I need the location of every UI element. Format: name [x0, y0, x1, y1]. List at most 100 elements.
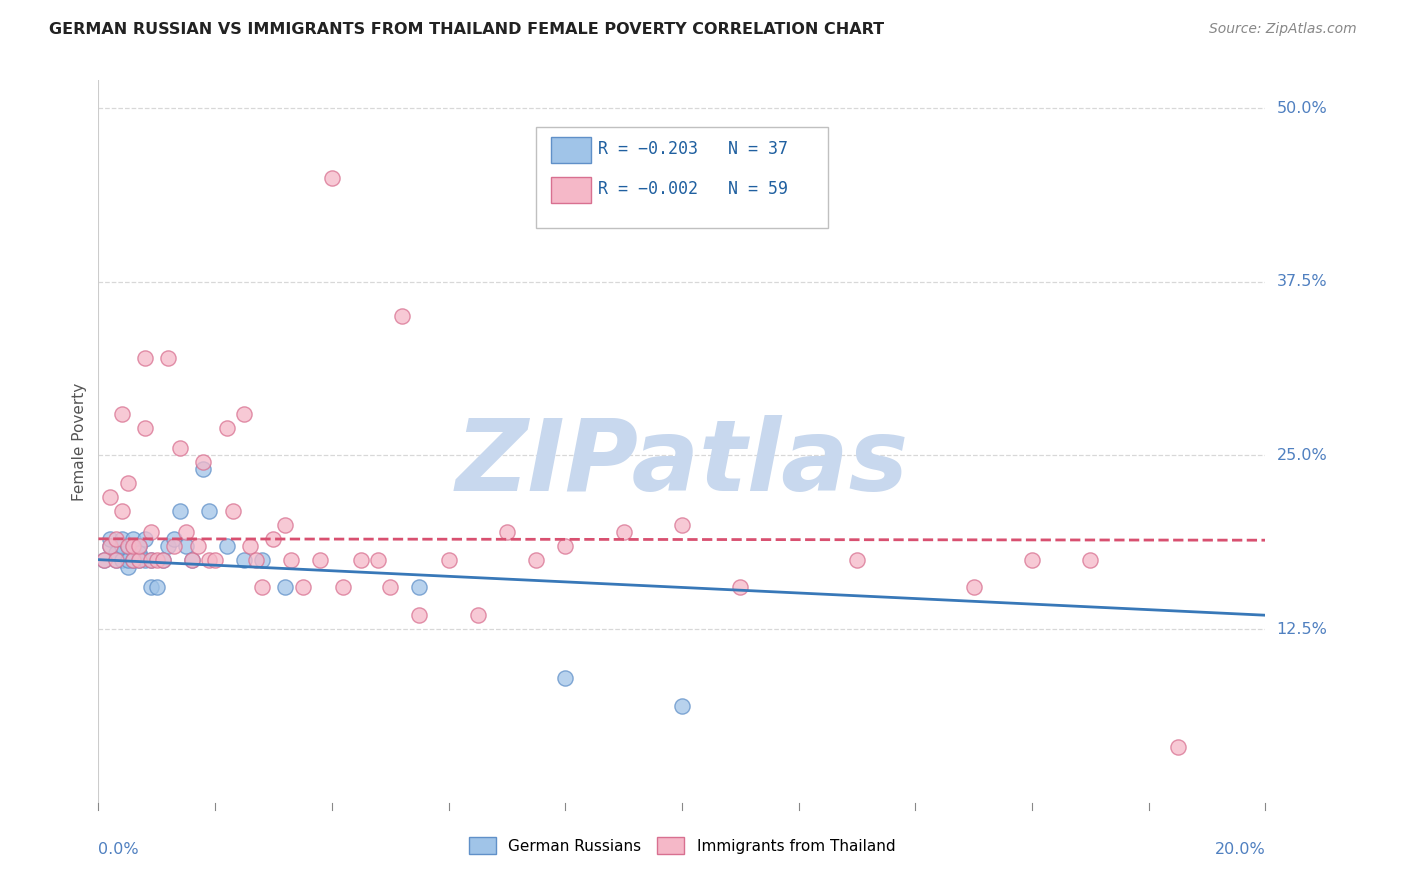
Point: [274, 517, 297, 532]
Point: [180, 552, 202, 566]
Point: [193, 462, 215, 476]
Point: [111, 407, 134, 421]
Point: [139, 524, 162, 539]
FancyBboxPatch shape: [536, 128, 828, 228]
Point: [193, 455, 215, 469]
Point: [139, 581, 162, 595]
Point: [117, 476, 139, 491]
Point: [98, 532, 121, 546]
Point: [174, 524, 197, 539]
Point: [122, 539, 145, 553]
Text: GERMAN RUSSIAN VS IMMIGRANTS FROM THAILAND FEMALE POVERTY CORRELATION CHART: GERMAN RUSSIAN VS IMMIGRANTS FROM THAILA…: [49, 22, 884, 37]
Point: [111, 539, 134, 553]
Point: [391, 310, 413, 324]
Point: [146, 581, 169, 595]
Legend: German Russians, Immigrants from Thailand: German Russians, Immigrants from Thailan…: [463, 831, 901, 860]
Point: [111, 552, 134, 566]
Point: [122, 532, 145, 546]
Point: [612, 524, 634, 539]
FancyBboxPatch shape: [551, 178, 591, 203]
Point: [1021, 552, 1043, 566]
Point: [111, 532, 134, 546]
Point: [671, 517, 693, 532]
Point: [104, 532, 127, 546]
Point: [1080, 552, 1102, 566]
Point: [169, 504, 191, 518]
Text: 37.5%: 37.5%: [1277, 274, 1327, 289]
Point: [962, 581, 984, 595]
Point: [250, 581, 273, 595]
Point: [128, 552, 150, 566]
Point: [128, 546, 150, 560]
Point: [163, 532, 186, 546]
Point: [245, 552, 267, 566]
Point: [187, 539, 209, 553]
Point: [117, 539, 139, 553]
Point: [134, 552, 156, 566]
Point: [104, 552, 127, 566]
Point: [157, 539, 180, 553]
Point: [215, 539, 238, 553]
Point: [134, 351, 156, 366]
Point: [524, 552, 547, 566]
Point: [321, 170, 343, 185]
Point: [350, 552, 373, 566]
Point: [408, 608, 430, 623]
Point: [280, 552, 302, 566]
Point: [233, 552, 256, 566]
Text: 20.0%: 20.0%: [1215, 842, 1265, 856]
Point: [93, 552, 115, 566]
Point: [93, 552, 115, 566]
Point: [233, 407, 256, 421]
Point: [215, 420, 238, 434]
Text: 0.0%: 0.0%: [98, 842, 139, 856]
Point: [111, 504, 134, 518]
Point: [134, 420, 156, 434]
Y-axis label: Female Poverty: Female Poverty: [72, 383, 87, 500]
Point: [134, 532, 156, 546]
Point: [198, 552, 221, 566]
Point: [250, 552, 273, 566]
Point: [128, 552, 150, 566]
Point: [437, 552, 460, 566]
Text: Source: ZipAtlas.com: Source: ZipAtlas.com: [1209, 22, 1357, 37]
Point: [332, 581, 354, 595]
Point: [157, 351, 180, 366]
Point: [104, 552, 127, 566]
Point: [221, 504, 243, 518]
Point: [98, 539, 121, 553]
Point: [174, 539, 197, 553]
Point: [128, 539, 150, 553]
Point: [117, 559, 139, 574]
Point: [163, 539, 186, 553]
Point: [239, 539, 262, 553]
Point: [98, 539, 121, 553]
Text: 50.0%: 50.0%: [1277, 101, 1327, 116]
Point: [262, 532, 284, 546]
Point: [98, 490, 121, 504]
Point: [204, 552, 226, 566]
Point: [1167, 740, 1189, 755]
Text: R = −0.203   N = 37: R = −0.203 N = 37: [598, 140, 787, 158]
Point: [846, 552, 869, 566]
Point: [554, 539, 576, 553]
Point: [180, 552, 202, 566]
Point: [104, 546, 127, 560]
Point: [467, 608, 489, 623]
Point: [139, 552, 162, 566]
Point: [198, 504, 221, 518]
Point: [117, 552, 139, 566]
Point: [367, 552, 389, 566]
Point: [730, 581, 752, 595]
Point: [122, 552, 145, 566]
Point: [408, 581, 430, 595]
Text: 12.5%: 12.5%: [1277, 622, 1327, 637]
Point: [671, 698, 693, 713]
Point: [380, 581, 402, 595]
Point: [152, 552, 174, 566]
Point: [146, 552, 169, 566]
Point: [122, 539, 145, 553]
Point: [496, 524, 519, 539]
Point: [309, 552, 332, 566]
Point: [117, 539, 139, 553]
